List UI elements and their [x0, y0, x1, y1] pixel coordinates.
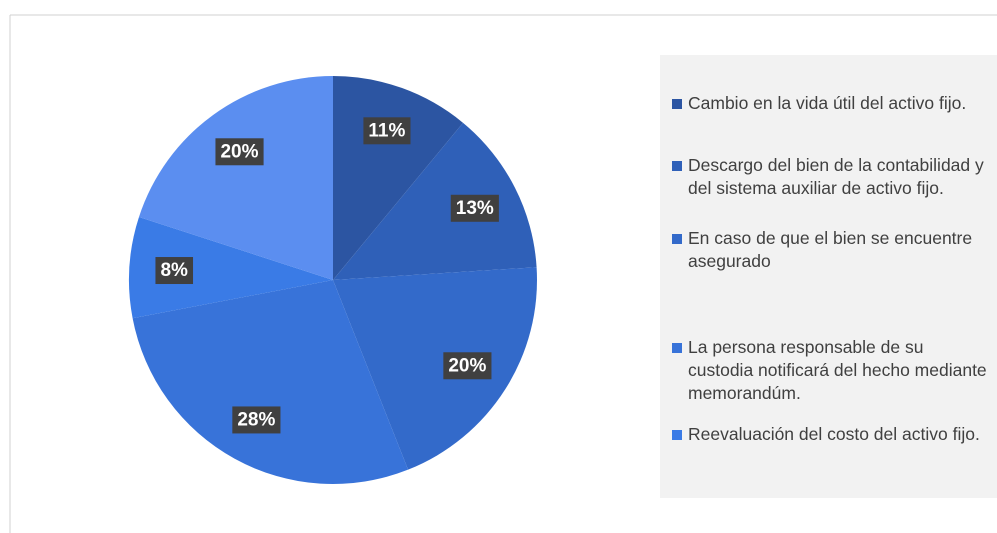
legend-label: Descargo del bien de la contabilidad y d… — [688, 155, 984, 198]
data-label-bg — [232, 406, 281, 434]
legend-label: La persona responsable de su custodia no… — [688, 337, 987, 403]
data-label-bg — [363, 117, 411, 145]
data-label: 20% — [448, 355, 486, 376]
legend-entry: La persona responsable de su custodia no… — [672, 336, 988, 405]
legend-label: Cambio en la vida útil del activo fijo. — [688, 93, 967, 113]
data-label: 13% — [456, 198, 494, 219]
data-label: 8% — [160, 260, 188, 281]
legend-label: Reevaluación del costo del activo fijo. — [688, 424, 980, 444]
pie-slice — [138, 76, 333, 280]
legend-entry: Cambio en la vida útil del activo fijo. — [672, 92, 988, 115]
legend-swatch — [672, 234, 682, 244]
legend-swatch — [672, 99, 682, 109]
pie-slice — [132, 280, 409, 484]
pie-slice — [333, 122, 537, 280]
data-label: 20% — [220, 141, 258, 162]
data-label-bg — [155, 257, 194, 285]
data-label: 28% — [237, 409, 275, 430]
legend-entry: En caso de que el bien se encuentre aseg… — [672, 227, 988, 273]
data-label-bg — [450, 194, 499, 222]
legend-swatch — [672, 430, 682, 440]
legend-entry: Reevaluación del costo del activo fijo. — [672, 423, 988, 446]
legend: Cambio en la vida útil del activo fijo. D… — [660, 55, 997, 498]
data-label: 11% — [368, 120, 405, 141]
pie-slice — [128, 216, 333, 319]
legend-entry: Descargo del bien de la contabilidad y d… — [672, 154, 988, 200]
pie-slice — [333, 267, 538, 470]
data-label-bg — [215, 138, 264, 166]
data-label-bg — [443, 352, 492, 380]
legend-swatch — [672, 343, 682, 353]
legend-label: En caso de que el bien se encuentre aseg… — [688, 228, 973, 271]
legend-swatch — [672, 161, 682, 171]
